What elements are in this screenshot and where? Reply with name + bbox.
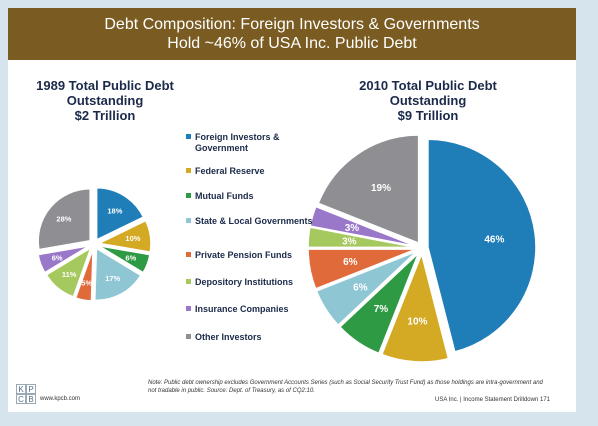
slice-label: 6% <box>125 253 136 262</box>
legend-label: State & Local Governments <box>195 216 313 226</box>
left-pie-title-line-1: 1989 Total Public Debt <box>36 78 174 93</box>
legend-swatch <box>186 252 191 257</box>
slice-label: 7% <box>374 304 389 315</box>
pie-slice <box>338 252 420 355</box>
pie-slice <box>307 226 417 249</box>
legend-label: Foreign Investors & Government <box>195 132 280 153</box>
pie-slice <box>37 245 90 274</box>
pie-slice <box>309 205 417 248</box>
legend-label: Mutual Funds <box>195 191 254 201</box>
pie-slice <box>98 245 151 274</box>
pie-slice <box>315 250 418 327</box>
website: www.kpcb.com <box>40 396 81 402</box>
pie-slice <box>380 251 450 363</box>
footer-section-label: USA Inc. | Income Statement Drilldown <box>435 397 539 403</box>
legend-label: Other Investors <box>195 332 262 342</box>
legend-label: Private Pension Funds <box>195 250 293 260</box>
legend-swatch <box>186 334 191 339</box>
pie-slice <box>74 248 94 302</box>
legend-swatch <box>186 168 191 173</box>
page-number: 171 <box>539 397 550 403</box>
pie-charts: 18% 10% 6% 17% 5% 11% 6% 28% 46% 10% 7% 6% 6% 3% 3% 19% <box>37 134 537 363</box>
pie-slice <box>96 219 152 254</box>
right-pie-title-line-3: $9 Trillion <box>397 108 459 123</box>
right-pie-title-line-2: Outstanding <box>389 93 467 108</box>
logo-letter: K <box>16 384 26 394</box>
slice-label: 3% <box>345 223 360 234</box>
slice-label: 10% <box>125 234 140 243</box>
footnote: Note: Public debt ownership excludes Gov… <box>148 380 543 394</box>
pie-slice <box>93 247 142 302</box>
pie-slice <box>45 246 93 298</box>
slice-label: 28% <box>56 214 71 223</box>
pie-slice <box>427 138 537 353</box>
slice-label: 5% <box>81 278 92 287</box>
slide-title-line-2: Hold ~46% of USA Inc. Public Debt <box>167 35 417 52</box>
slice-label: 6% <box>343 257 358 268</box>
pie-slice <box>37 188 91 251</box>
slice-label: 3% <box>342 237 357 248</box>
legend-swatch <box>186 279 191 284</box>
logo-letter: C <box>16 394 26 404</box>
slide-title-line-1: Debt Composition: Foreign Investors & Go… <box>104 16 480 33</box>
legend-swatch <box>186 193 191 198</box>
footer-right: USA Inc. | Income Statement Drilldown 17… <box>388 397 550 403</box>
slice-label: 46% <box>484 234 504 245</box>
slice-label: 10% <box>407 316 427 327</box>
legend-label: Federal Reserve <box>195 166 265 176</box>
legend-label: Insurance Companies <box>195 304 289 314</box>
legend-swatch <box>186 218 191 223</box>
pie-slice <box>307 248 417 290</box>
title-banner: Debt Composition: Foreign Investors & Go… <box>8 8 576 60</box>
legend-label: Depository Institutions <box>195 277 294 287</box>
logo-letter: B <box>26 394 36 404</box>
pie-1989: 18% 10% 6% 17% 5% 11% 6% 28% <box>37 187 152 302</box>
slice-label: 18% <box>107 206 122 215</box>
logo-letter: P <box>26 384 36 394</box>
slice-label: 6% <box>353 283 368 294</box>
legend-swatch <box>186 306 191 311</box>
pie-slice <box>95 187 145 241</box>
slice-label: 6% <box>52 253 63 262</box>
slice-label: 11% <box>62 270 77 279</box>
right-pie-title: 2010 Total Public Debt Outstanding $9 Tr… <box>328 78 528 123</box>
left-pie-title-line-3: $2 Trillion <box>74 108 136 123</box>
kpcb-logo: K P C B <box>16 384 36 404</box>
pie-slice <box>317 134 420 245</box>
right-pie-title-line-1: 2010 Total Public Debt <box>359 78 497 93</box>
left-pie-title: 1989 Total Public Debt Outstanding $2 Tr… <box>30 78 180 123</box>
pie-2010: 46% 10% 7% 6% 6% 3% 3% 19% <box>307 134 537 363</box>
legend-swatch <box>186 134 191 139</box>
slice-label: 17% <box>105 274 120 283</box>
left-pie-title-line-2: Outstanding <box>66 93 144 108</box>
slice-label: 19% <box>371 183 391 194</box>
slide: Debt Composition: Foreign Investors & Go… <box>8 8 576 412</box>
